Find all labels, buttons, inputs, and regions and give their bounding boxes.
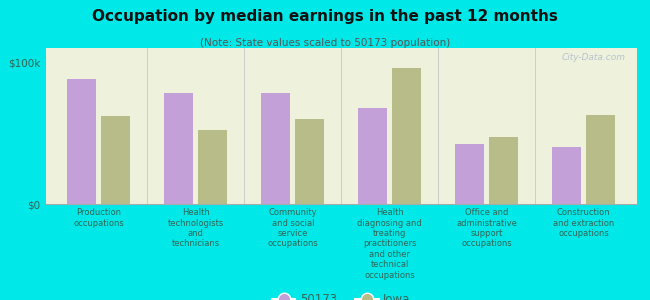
Text: City-Data.com: City-Data.com [561,53,625,62]
Bar [586,115,615,204]
Bar [295,119,324,204]
Bar [198,130,228,204]
Bar [392,68,421,204]
Text: Occupation by median earnings in the past 12 months: Occupation by median earnings in the pas… [92,9,558,24]
Legend: 50173, Iowa: 50173, Iowa [267,288,415,300]
Bar [68,79,96,204]
Bar [358,108,387,204]
Text: (Note: State values scaled to 50173 population): (Note: State values scaled to 50173 popu… [200,38,450,47]
Bar [552,147,581,204]
Bar [261,93,291,204]
Bar [489,137,518,204]
Bar [164,93,194,204]
Bar [455,144,484,204]
Bar [101,116,131,204]
